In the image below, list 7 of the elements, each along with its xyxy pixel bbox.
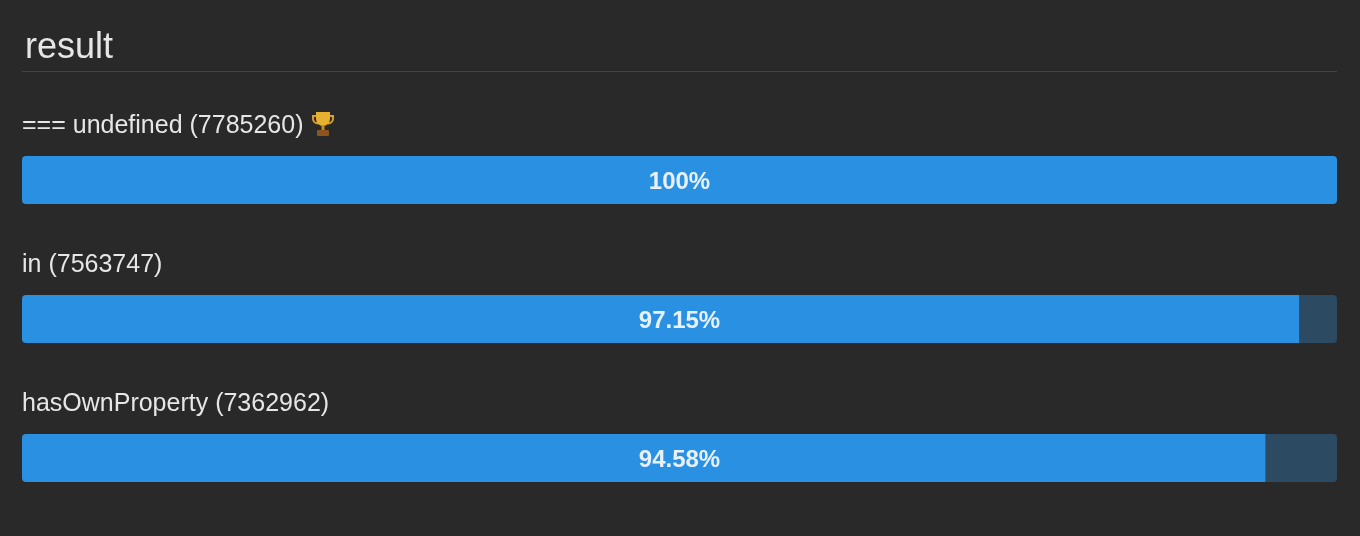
y-tick-label: === undefined (7785260) — [22, 110, 304, 138]
y-tick-label: hasOwnProperty (7362962) — [22, 388, 330, 416]
y-tick-label: in (7563747) — [22, 249, 163, 277]
chart-title: result — [25, 24, 114, 66]
data-label: 94.58% — [638, 444, 721, 472]
data-label: 97.15% — [638, 305, 721, 333]
data-label: 100% — [648, 166, 711, 194]
